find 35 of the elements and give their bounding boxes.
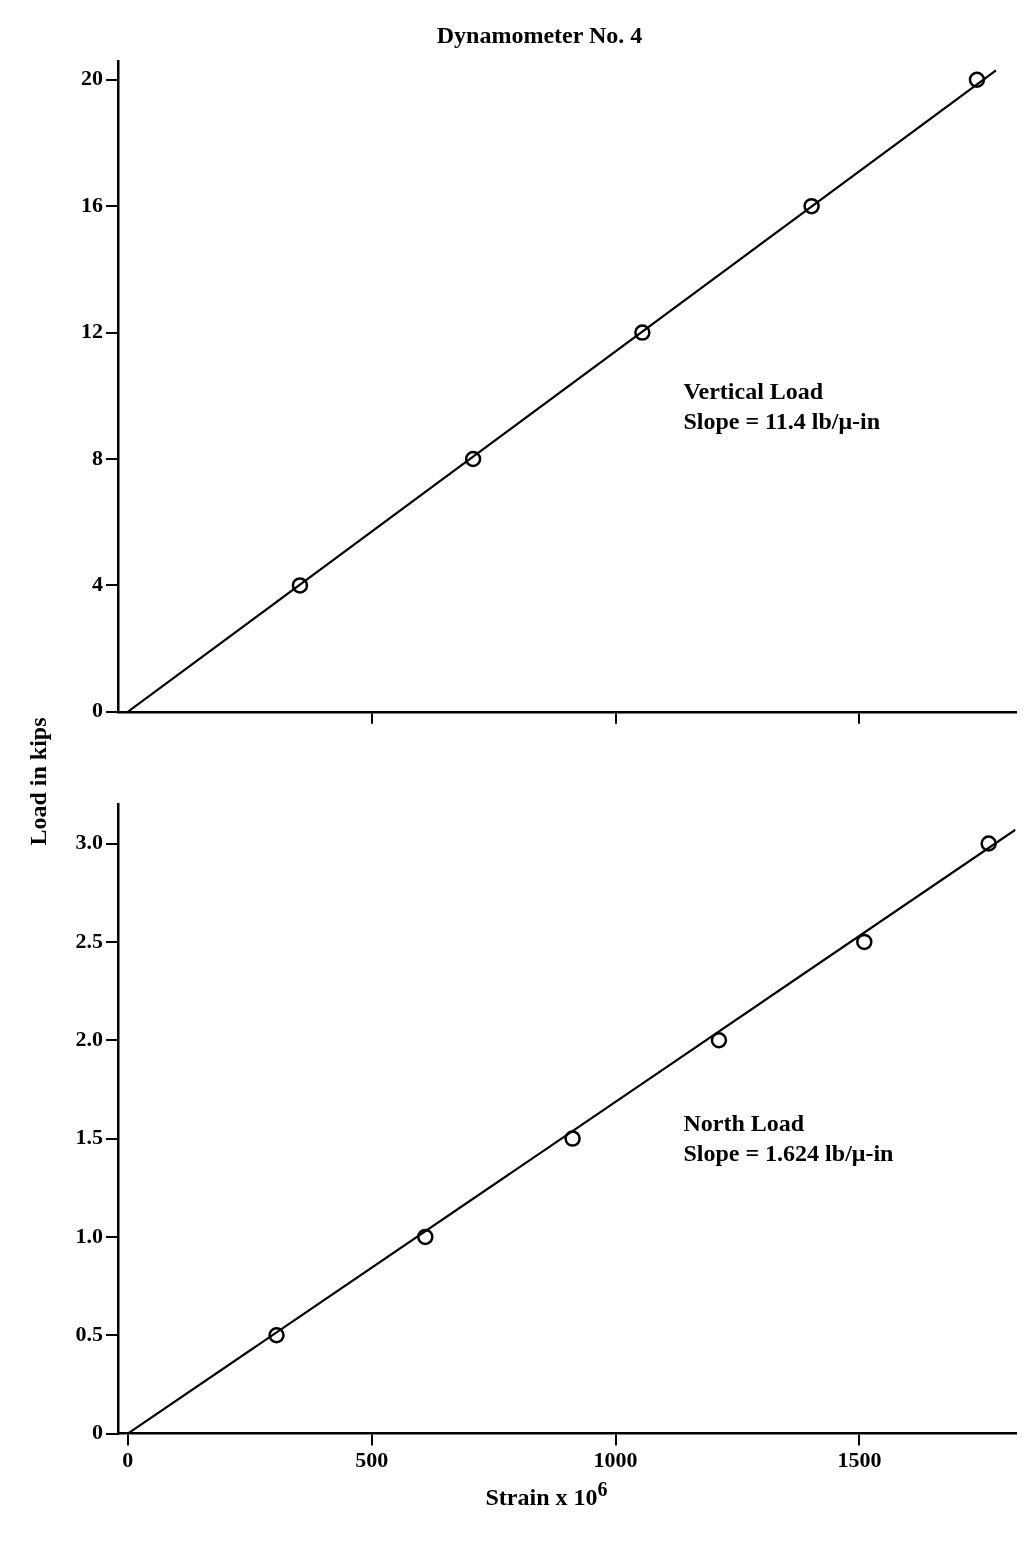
annotation: Vertical Load (683, 378, 824, 405)
y-tick-label: 3.0 (75, 829, 103, 855)
y-tick-label: 1.5 (75, 1124, 103, 1150)
point (980, 835, 997, 852)
annotation: Slope = 11.4 lb/μ-in (683, 408, 881, 435)
point (856, 933, 873, 951)
y-tick-label: 0 (92, 1419, 103, 1445)
point (803, 197, 820, 215)
y-tick-label: 8 (92, 444, 103, 470)
chart-title: Dynamometer No. 4 (436, 21, 643, 48)
point (464, 450, 482, 468)
point (291, 577, 309, 594)
x-axis-title: Strain x 10$^{6}$ (484, 1478, 609, 1511)
annotation: North Load (683, 1110, 805, 1137)
y-tick-label: 2.5 (75, 927, 103, 953)
x-tick-label: 500 (355, 1447, 389, 1473)
point (634, 324, 651, 341)
y-tick-label: 0 (92, 697, 103, 723)
point (268, 1327, 285, 1344)
y-tick-label: 16 (81, 191, 103, 217)
point (968, 71, 986, 89)
y-tick-label: 1.0 (75, 1222, 103, 1248)
x-tick-label: 1500 (837, 1447, 882, 1473)
point (564, 1130, 581, 1147)
y-tick-label: 20 (81, 65, 103, 91)
y-tick-label: 0.5 (75, 1320, 103, 1346)
annotation: Slope = 1.624 lb/μ-in (683, 1140, 894, 1167)
point (710, 1031, 728, 1049)
x-tick-label: 1000 (593, 1447, 638, 1473)
y-tick-label: 2.0 (75, 1025, 103, 1051)
x-tick-label: 0 (122, 1447, 134, 1473)
y-axis-title: Load in kips (24, 716, 52, 848)
y-tick-label: 4 (92, 571, 103, 597)
y-tick-label: 12 (81, 318, 103, 344)
point (417, 1228, 434, 1246)
